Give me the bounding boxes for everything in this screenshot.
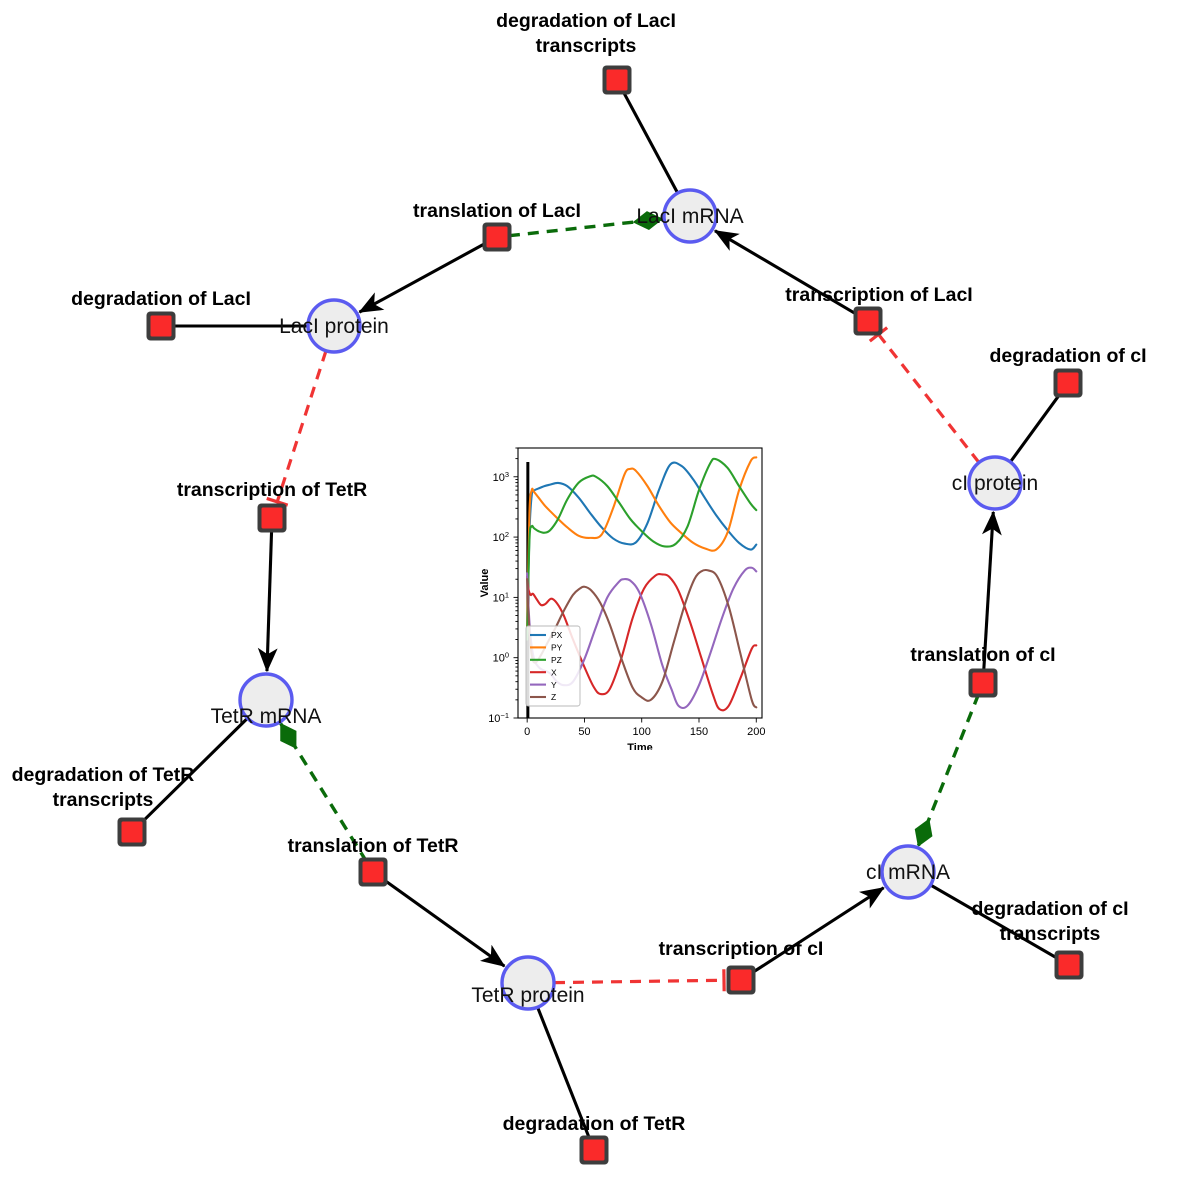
species-node-laci_prot[interactable] <box>306 298 362 354</box>
reaction-node-transcr_laci[interactable] <box>853 306 883 336</box>
legend-label-Y: Y <box>551 680 557 690</box>
species-node-ci_prot[interactable] <box>967 455 1023 511</box>
reaction-label-deg_laci_tr: transcripts <box>536 35 637 57</box>
y-tick-label: 103 <box>493 469 509 484</box>
legend-label-X: X <box>551 667 557 677</box>
x-tick-label: 0 <box>524 726 530 738</box>
reaction-node-transl_laci[interactable] <box>482 222 512 252</box>
legend-box <box>525 625 581 707</box>
species-label-tetr_prot: TetR protein <box>471 984 584 1007</box>
y-axis-label: Value <box>479 569 491 598</box>
reaction-label-transcr_laci: transcription of LacI <box>785 284 972 306</box>
reaction-label-deg_laci_tr: degradation of LacI <box>496 10 676 32</box>
reaction-node-deg_tetr[interactable] <box>579 1135 609 1165</box>
reaction-label-deg_tetr_tr: degradation of TetR <box>12 764 195 786</box>
legend-label-PX: PX <box>551 630 563 640</box>
reaction-label-transcr_ci: transcription of cI <box>659 938 824 960</box>
timecourse-inset-plot: 10−1 100 101 102 103 0 50 100 150 200 Time Value PX P… <box>474 440 769 750</box>
edge-product <box>508 211 664 238</box>
species-label-ci_prot: cI protein <box>952 472 1038 495</box>
edge-product <box>914 693 981 848</box>
y-tick-label: 101 <box>493 590 509 605</box>
y-tick-label: 10−1 <box>488 711 509 726</box>
reaction-node-deg_ci_tr[interactable] <box>1054 950 1084 980</box>
reaction-node-deg_ci[interactable] <box>1053 368 1083 398</box>
edge-inhibition <box>553 978 725 985</box>
x-tick-label: 150 <box>690 726 708 738</box>
reaction-label-deg_tetr_tr: transcripts <box>53 789 154 811</box>
y-tick-label: 100 <box>493 650 509 665</box>
reaction-node-transcr_ci[interactable] <box>726 965 756 995</box>
series-line-X <box>526 573 758 712</box>
series-line-PY <box>526 456 758 630</box>
species-node-ci_mrna[interactable] <box>880 844 936 900</box>
reaction-label-deg_ci_tr: degradation of cI <box>971 898 1128 920</box>
edge-inhibition <box>877 333 981 464</box>
reaction-label-transl_tetr: translation of TetR <box>288 835 459 857</box>
edge-substrate <box>929 883 1060 961</box>
x-tick-label: 100 <box>633 726 651 738</box>
series-line-PX <box>526 461 758 630</box>
edge-substrate <box>381 877 506 968</box>
legend-label-Z: Z <box>551 692 556 702</box>
reaction-node-transl_ci[interactable] <box>968 668 998 698</box>
species-node-tetr_prot[interactable] <box>500 955 556 1011</box>
species-node-tetr_mrna[interactable] <box>238 672 294 728</box>
edge-substrate <box>139 717 249 825</box>
reaction-label-deg_tetr: degradation of TetR <box>503 1113 686 1135</box>
edge-substrate <box>536 1006 592 1140</box>
species-label-ci_mrna: cI mRNA <box>866 861 950 884</box>
edge-substrate <box>1009 391 1063 463</box>
reaction-label-deg_ci_tr: transcripts <box>1000 923 1101 945</box>
edge-substrate <box>713 229 859 317</box>
species-label-laci_mrna: LacI mRNA <box>636 205 743 228</box>
reaction-node-deg_laci[interactable] <box>146 311 176 341</box>
reaction-node-transcr_tetr[interactable] <box>257 503 287 533</box>
legend-label-PZ: PZ <box>551 655 562 665</box>
reaction-label-deg_ci: degradation of cI <box>989 345 1146 367</box>
reaction-node-deg_tetr_tr[interactable] <box>117 817 147 847</box>
node-layer <box>117 65 1084 1165</box>
x-tick-label: 50 <box>578 726 590 738</box>
edge-substrate <box>257 529 278 673</box>
edge-substrate <box>981 510 1002 672</box>
reaction-label-transcr_tetr: transcription of TetR <box>177 479 367 501</box>
series-line-PZ <box>526 457 758 641</box>
edge-product <box>278 722 369 863</box>
reaction-node-transl_tetr[interactable] <box>358 857 388 887</box>
reaction-label-transl_laci: translation of LacI <box>413 200 581 222</box>
edge-inhibition <box>275 350 328 503</box>
legend-label-PY: PY <box>551 643 563 653</box>
edge-layer <box>139 89 1063 1140</box>
label-layer: LacI mRNA LacI protein TetR mRNA TetR prote… <box>12 10 1147 1135</box>
species-label-tetr_mrna: TetR mRNA <box>211 705 322 728</box>
reaction-node-deg_laci_tr[interactable] <box>602 65 632 95</box>
reaction-label-transl_ci: translation of cI <box>910 644 1055 666</box>
species-label-laci_prot: LacI protein <box>279 315 389 338</box>
chart-legend: PX PY PZ XYZ <box>525 625 581 707</box>
edge-substrate <box>621 89 680 194</box>
species-node-laci_mrna[interactable] <box>662 188 718 244</box>
edge-substrate <box>358 241 488 314</box>
x-tick-label: 200 <box>747 726 765 738</box>
reaction-label-deg_laci: degradation of LacI <box>71 288 251 310</box>
y-tick-label: 102 <box>493 530 509 545</box>
x-axis-label: Time <box>627 742 652 750</box>
edge-substrate <box>750 886 885 975</box>
